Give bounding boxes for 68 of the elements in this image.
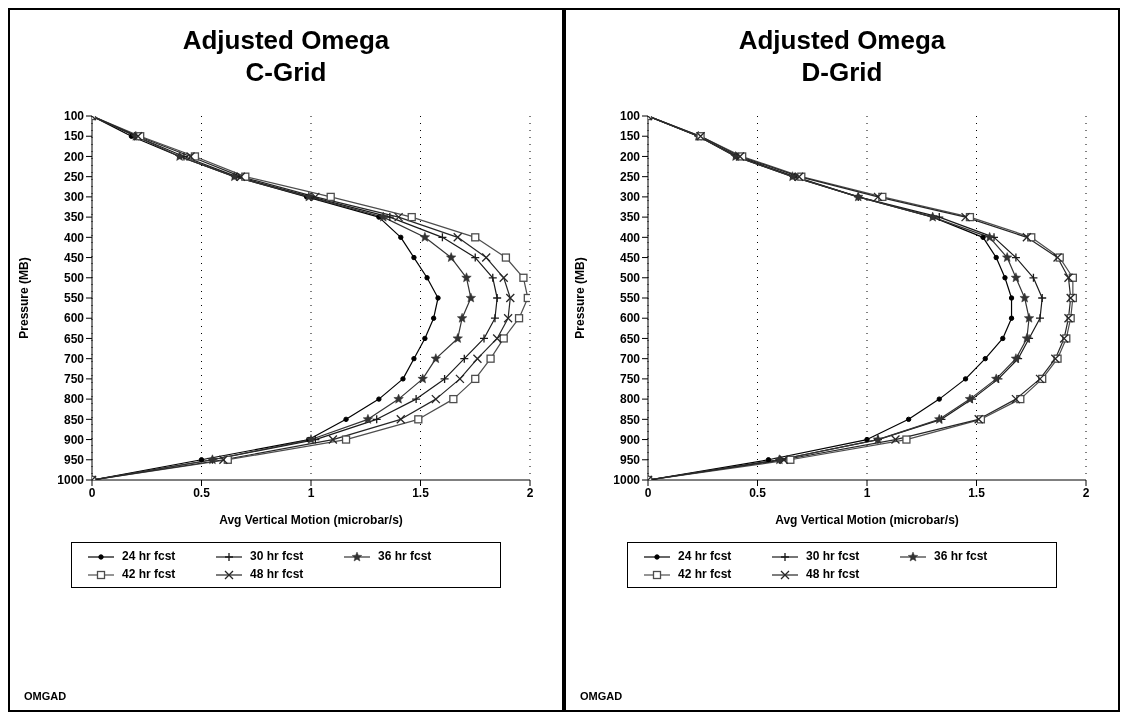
y-tick-label: 400 (619, 230, 641, 245)
legend-label: 36 hr fcst (933, 549, 989, 563)
x-tick-label: 0.5 (193, 485, 211, 500)
legend-label: 30 hr fcst (249, 549, 305, 563)
y-tick-label: 750 (63, 372, 85, 387)
y-tick-label: 250 (63, 169, 85, 184)
x-tick-label: 0.5 (749, 485, 767, 500)
x-tick-label: 1.5 (412, 485, 430, 500)
y-tick-label: 600 (619, 311, 641, 326)
y-tick-label: 300 (619, 190, 641, 205)
y-tick-label: 450 (619, 250, 641, 265)
x-tick-label: 1.5 (968, 485, 986, 500)
legend-label: 42 hr fcst (677, 567, 733, 581)
y-tick-label: 500 (619, 271, 641, 286)
x-tick-label: 0 (644, 485, 652, 500)
y-tick-label: 250 (619, 169, 641, 184)
y-axis-title: Pressure (MB) (17, 257, 32, 339)
y-tick-label: 550 (619, 291, 641, 306)
chart-subtitle: C-Grid (244, 56, 328, 88)
y-tick-label: 200 (619, 149, 641, 164)
x-axis-title: Avg Vertical Motion (microbar/s) (775, 513, 959, 527)
y-tick-label: 700 (63, 351, 85, 366)
y-tick-label: 800 (63, 392, 85, 407)
y-tick-label: 900 (63, 432, 85, 447)
y-tick-label: 450 (63, 250, 85, 265)
y-tick-label: 150 (63, 129, 85, 144)
y-tick-label: 100 (619, 109, 641, 124)
y-tick-label: 300 (63, 190, 85, 205)
y-tick-label: 750 (619, 372, 641, 387)
y-tick-label: 600 (63, 311, 85, 326)
x-tick-label: 1 (863, 485, 871, 500)
y-axis-title: Pressure (MB) (573, 257, 588, 339)
y-tick-label: 900 (619, 432, 641, 447)
y-tick-label: 850 (63, 412, 85, 427)
legend-label: 24 hr fcst (121, 549, 177, 563)
y-tick-label: 850 (619, 412, 641, 427)
y-tick-label: 650 (619, 331, 641, 346)
x-tick-label: 0 (88, 485, 96, 500)
legend-label: 48 hr fcst (805, 567, 861, 581)
y-tick-label: 800 (619, 392, 641, 407)
legend-label: 30 hr fcst (805, 549, 861, 563)
y-tick-label: 500 (63, 271, 85, 286)
y-tick-label: 100 (63, 109, 85, 124)
y-tick-label: 550 (63, 291, 85, 306)
chart-subtitle: D-Grid (800, 56, 884, 88)
x-tick-label: 2 (1082, 485, 1090, 500)
y-tick-label: 650 (63, 331, 85, 346)
y-tick-label: 700 (619, 351, 641, 366)
legend-label: 36 hr fcst (377, 549, 433, 563)
y-tick-label: 200 (63, 149, 85, 164)
text: OMGAD (24, 690, 67, 702)
text: OMGAD (580, 690, 623, 702)
chart-title: Adjusted Omega (181, 24, 391, 56)
y-tick-label: 150 (619, 129, 641, 144)
legend-label: 24 hr fcst (677, 549, 733, 563)
y-tick-label: 350 (619, 210, 641, 225)
x-tick-label: 2 (526, 485, 534, 500)
x-tick-label: 1 (307, 485, 315, 500)
y-tick-label: 400 (63, 230, 85, 245)
legend-label: 48 hr fcst (249, 567, 305, 581)
y-tick-label: 1000 (613, 473, 641, 488)
chart-title: Adjusted Omega (737, 24, 947, 56)
y-tick-label: 350 (63, 210, 85, 225)
legend-label: 42 hr fcst (121, 567, 177, 581)
y-tick-label: 950 (619, 453, 641, 468)
y-tick-label: 950 (63, 453, 85, 468)
y-tick-label: 1000 (57, 473, 85, 488)
x-axis-title: Avg Vertical Motion (microbar/s) (219, 513, 403, 527)
